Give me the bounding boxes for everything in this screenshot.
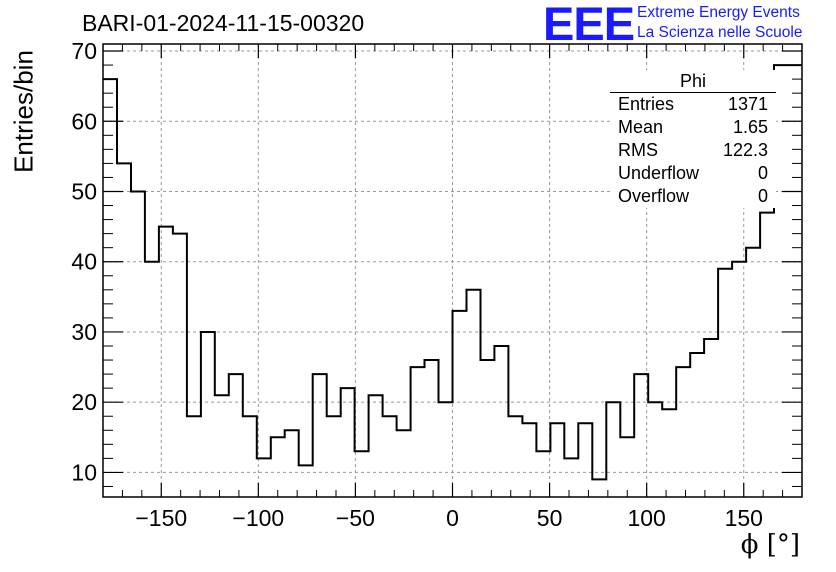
stats-label: Underflow	[618, 163, 700, 183]
stats-row-entries: Entries 1371	[610, 93, 776, 116]
stats-label: Mean	[618, 117, 664, 137]
stats-title: Phi	[610, 70, 776, 93]
stats-row-overflow: Overflow 0	[610, 185, 776, 208]
y-tick-label: 10	[71, 459, 97, 485]
stats-row-underflow: Underflow 0	[610, 162, 776, 185]
eee-logo: EEE	[543, 0, 635, 50]
x-tick-label: −100	[232, 505, 284, 531]
x-tick-label: −50	[336, 505, 375, 531]
y-tick-label: 70	[71, 38, 97, 64]
y-tick-label: 50	[71, 178, 97, 204]
y-tick-label: 30	[71, 319, 97, 345]
org-line-2: La Scienza nelle Scuole	[637, 24, 803, 41]
x-tick-label: 50	[537, 505, 563, 531]
y-tick-label: 20	[71, 389, 97, 415]
stats-value: 0	[757, 163, 768, 183]
x-tick-label: 0	[446, 505, 459, 531]
stats-value: 122.3	[722, 140, 768, 160]
x-tick-label: 100	[627, 505, 665, 531]
x-tick-label: −150	[135, 505, 187, 531]
y-tick-label: 40	[71, 249, 97, 275]
stats-value: 1.65	[732, 117, 768, 137]
tick-labels: −150 −100 −50 0 50 100 150 10 20 30 40 50 60 70	[71, 38, 763, 531]
stats-value: 1371	[727, 94, 768, 114]
stats-box: Phi Entries 1371 Mean 1.65 RMS 122.3 Underf…	[610, 70, 776, 208]
stats-row-rms: RMS 122.3	[610, 139, 776, 162]
org-name: Extreme Energy Events La Scienza nelle S…	[637, 3, 802, 43]
histogram-outline	[103, 64, 802, 481]
axis-ticks	[102, 44, 803, 497]
stats-label: Entries	[618, 94, 675, 114]
plot-title: BARI-01-2024-11-15-00320	[82, 10, 365, 36]
stats-label: RMS	[618, 140, 658, 160]
x-axis-label: ϕ [°]	[740, 530, 800, 560]
y-tick-label: 60	[71, 108, 97, 134]
stats-label: Overflow	[618, 186, 690, 206]
x-tick-label: 150	[725, 505, 763, 531]
stats-value: 0	[757, 186, 768, 206]
org-line-1: Extreme Energy Events	[637, 4, 800, 21]
stats-row-mean: Mean 1.65	[610, 116, 776, 139]
y-axis-label: Entries/bin	[8, 50, 39, 173]
